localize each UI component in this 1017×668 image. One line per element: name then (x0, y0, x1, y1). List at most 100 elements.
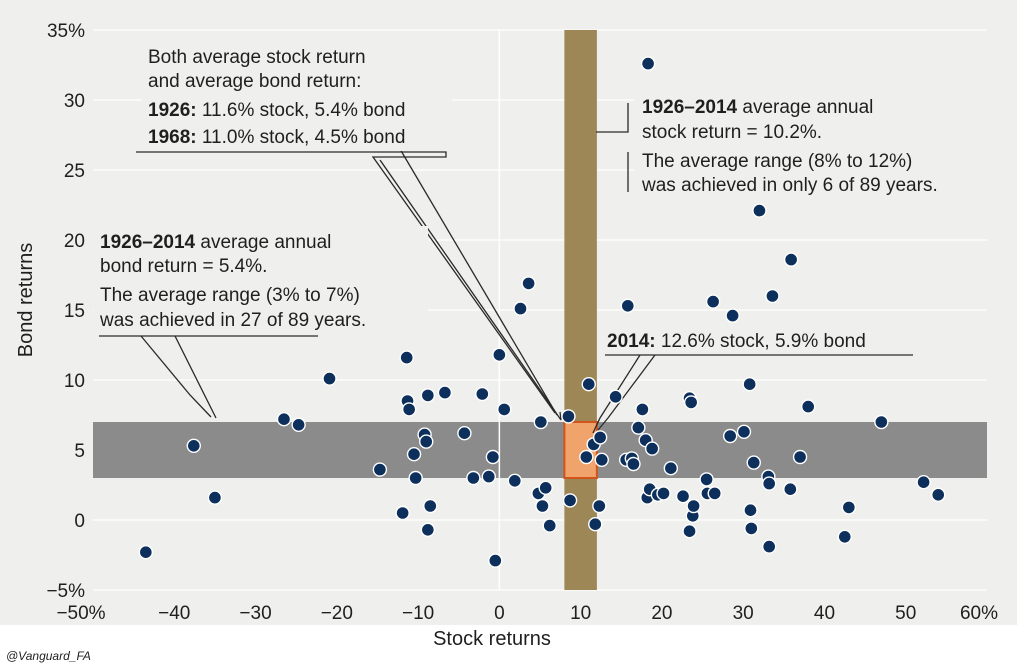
y-tick-label: 15 (64, 301, 85, 322)
y-tick-label: 20 (64, 231, 85, 252)
annotation-both-avg: Both average stock return and average bo… (148, 47, 405, 148)
data-point (521, 276, 536, 291)
x-tick-label: −40 (158, 603, 190, 624)
svg-text:was achieved in only 6 of 89 y: was achieved in only 6 of 89 years. (641, 175, 938, 196)
data-point (423, 498, 438, 514)
y-tick-label: 25 (64, 161, 85, 182)
data-point (533, 414, 549, 430)
x-tick-label: −20 (321, 603, 353, 624)
data-point (291, 417, 306, 432)
data-point (682, 524, 697, 539)
y-tick-label: 0 (74, 511, 85, 532)
data-point (588, 517, 603, 532)
annotation-2014: 2014: 12.6% stock, 5.9% bond (607, 331, 866, 352)
data-point (801, 399, 816, 414)
data-point (372, 462, 388, 477)
leader-stock-avg (596, 103, 629, 133)
annotation-bg-stock-avg (634, 92, 1008, 198)
data-point (931, 487, 946, 502)
x-tick-label: 20 (651, 603, 672, 624)
data-point (783, 252, 799, 267)
data-point (592, 430, 608, 445)
data-point (457, 426, 472, 441)
x-axis-tick-labels: −50% −40 −30 −20 −10 0 10 20 30 40 50 60% (56, 603, 998, 624)
data-point (276, 412, 292, 427)
data-point (419, 434, 434, 449)
annotation-leader-lines (99, 103, 913, 434)
data-point (725, 308, 740, 323)
x-tick-label: 40 (814, 603, 835, 624)
data-point (608, 389, 623, 404)
data-point (707, 486, 722, 501)
annotation-stock-avg: 1926–2014 average annual stock return = … (641, 97, 938, 196)
x-tick-label: 0 (494, 603, 505, 624)
data-point (594, 452, 609, 467)
data-point (916, 475, 931, 490)
data-point (792, 449, 808, 465)
data-point (420, 522, 436, 537)
data-point (138, 545, 154, 560)
x-tick-label: −30 (239, 603, 271, 624)
svg-text:and average bond return:: and average bond return: (148, 71, 361, 92)
data-point (395, 505, 410, 521)
data-point (783, 482, 798, 497)
data-point (683, 395, 699, 410)
data-point (765, 288, 780, 304)
data-point (406, 447, 422, 462)
data-point (752, 203, 767, 218)
svg-text:1926: 11.6% stock, 5.4% bond: 1926: 11.6% stock, 5.4% bond (148, 100, 405, 121)
data-point (538, 480, 553, 495)
y-tick-label: 10 (64, 371, 85, 392)
data-point (656, 486, 671, 501)
data-point (635, 402, 650, 417)
svg-text:The average range (8% to 12%): The average range (8% to 12%) (642, 151, 912, 172)
svg-text:1926–2014 average annual: 1926–2014 average annual (100, 232, 331, 253)
svg-text:1968: 11.0% stock, 4.5% bond: 1968: 11.0% stock, 4.5% bond (148, 127, 405, 148)
bond-average-range-band (93, 422, 987, 478)
data-point (742, 377, 757, 392)
svg-text:was achieved in 27 of 89 years: was achieved in 27 of 89 years. (99, 310, 366, 331)
svg-text:stock return = 10.2%.: stock return = 10.2%. (642, 122, 822, 143)
data-point (743, 503, 758, 518)
data-point (699, 472, 714, 487)
data-point (841, 500, 857, 515)
data-point (581, 377, 596, 392)
data-point (475, 386, 490, 402)
data-point (492, 347, 507, 362)
svg-text:1926–2014 average annual: 1926–2014 average annual (642, 97, 873, 118)
data-point (466, 470, 481, 486)
data-point (705, 294, 721, 309)
source-credit: @Vanguard_FA (6, 649, 91, 663)
x-tick-label: 60% (960, 603, 998, 624)
data-point (481, 469, 496, 484)
x-tick-label: −10 (402, 603, 434, 624)
x-tick-label: −50% (56, 603, 105, 624)
data-point (736, 424, 752, 439)
data-point (399, 350, 414, 365)
data-point (663, 461, 679, 476)
data-point (686, 498, 701, 514)
data-point (401, 402, 417, 417)
data-point (420, 388, 436, 403)
data-point (186, 438, 201, 453)
leader-both-avg-alt (399, 148, 558, 416)
y-axis-tick-labels: −5% 0 5 10 15 20 25 30 35% (46, 21, 85, 602)
y-tick-label: 30 (64, 91, 85, 112)
data-point (761, 476, 777, 491)
svg-text:The average range (3% to 7%): The average range (3% to 7%) (100, 285, 360, 306)
data-point (322, 371, 337, 386)
data-point (626, 456, 641, 472)
y-tick-label: −5% (46, 581, 85, 602)
leader-bond-avg-left (140, 335, 212, 418)
svg-text:2014: 12.6% stock, 5.9% bond: 2014: 12.6% stock, 5.9% bond (607, 331, 866, 352)
data-point (507, 473, 523, 488)
data-point (644, 441, 660, 456)
svg-text:Both average stock return: Both average stock return (148, 47, 366, 68)
data-point (561, 409, 576, 424)
data-point (488, 553, 503, 568)
annotation-bg-bond-avg (94, 226, 428, 334)
y-tick-label: 5 (74, 441, 85, 462)
y-axis-title: Bond returns (15, 243, 37, 358)
